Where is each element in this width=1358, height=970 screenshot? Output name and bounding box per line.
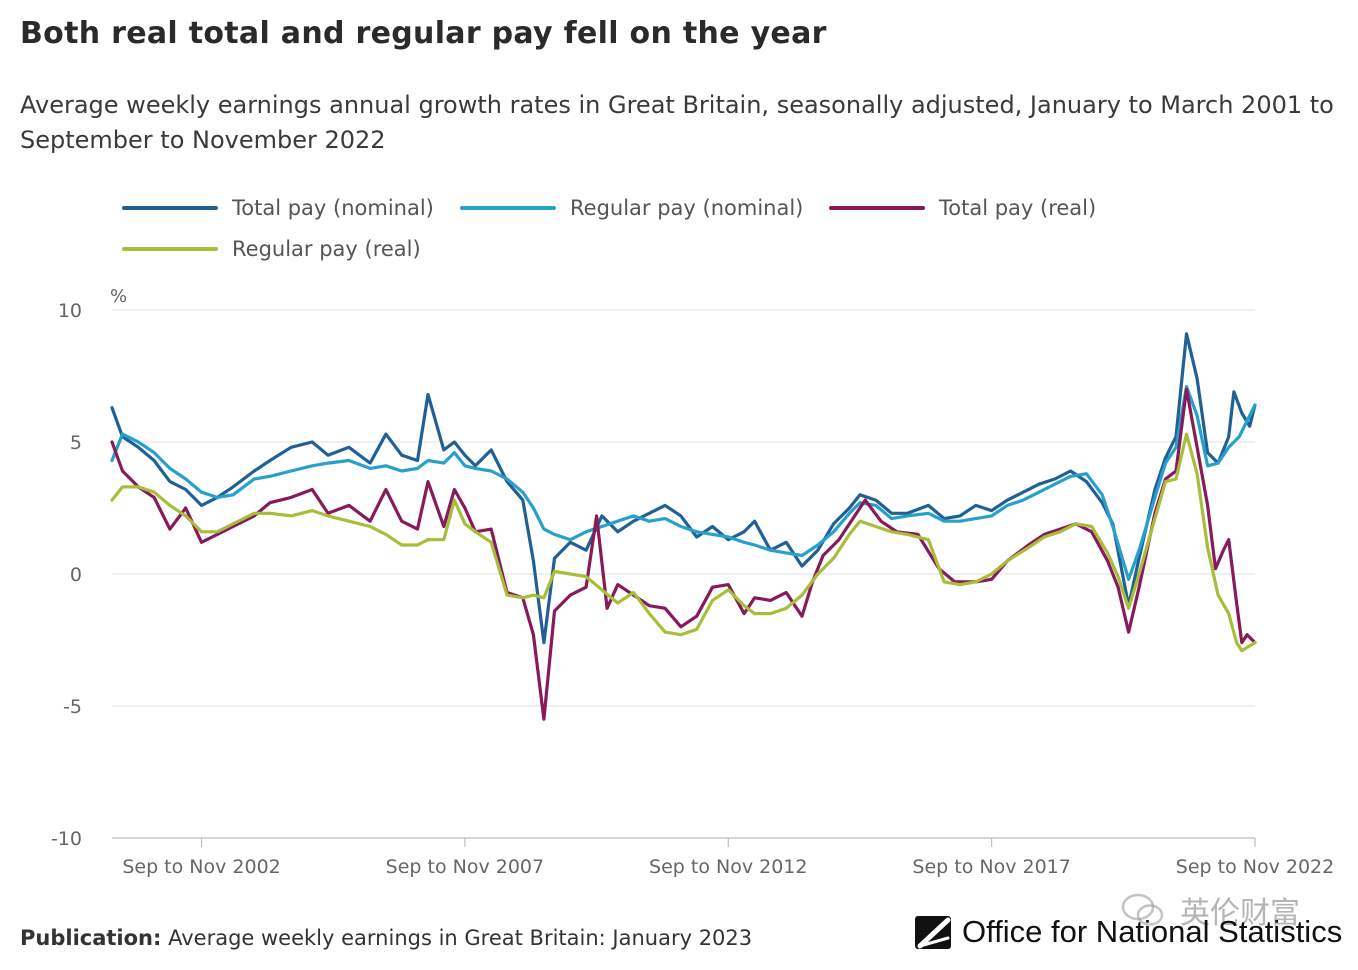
watermark-text: 英伦财富: [1180, 896, 1300, 931]
legend-item-regular-pay-real[interactable]: Regular pay (real): [122, 237, 421, 261]
publication-footer: Publication: Average weekly earnings in …: [20, 926, 752, 950]
x-tick-label: Sep to Nov 2002: [122, 856, 280, 878]
legend-swatch: [122, 206, 218, 210]
chart-title: Both real total and regular pay fell on …: [20, 16, 827, 51]
legend-label: Total pay (real): [939, 196, 1097, 220]
ons-brand-name: Office for National Statistics: [962, 914, 1343, 949]
x-tick-label: Sep to Nov 2012: [649, 856, 807, 878]
y-axis-unit-label: %: [110, 286, 127, 307]
publication-link[interactable]: Average weekly earnings in Great Britain…: [168, 926, 753, 950]
x-tick-label: Sep to Nov 2022: [1176, 856, 1334, 878]
legend-swatch: [122, 247, 218, 251]
ons-brand[interactable]: Office for National Statistics: [914, 912, 1342, 952]
watermark: 英伦财富: [1120, 888, 1300, 932]
legend-item-total-pay-nominal[interactable]: Total pay (nominal): [122, 196, 434, 220]
y-tick-label: -5: [63, 696, 82, 718]
y-tick-label: 5: [70, 432, 82, 454]
line-chart: 10 5 0 -5 -10% Sep to Nov 2002 Sep to Nov 2007…: [51, 286, 1334, 878]
y-tick-label: -10: [51, 828, 82, 850]
legend-item-regular-pay-nominal[interactable]: Regular pay (nominal): [460, 196, 803, 220]
ons-logo-icon: [915, 916, 951, 949]
series-line-total-pay-nominal[interactable]: [110, 332, 1257, 645]
legend-label: Total pay (nominal): [232, 196, 434, 220]
legend-swatch: [460, 206, 556, 210]
chart-subtitle: Average weekly earnings annual growth ra…: [20, 91, 1334, 154]
x-tick-label: Sep to Nov 2017: [912, 856, 1070, 878]
wechat-icon: [1121, 893, 1164, 926]
y-tick-label: 10: [58, 300, 82, 322]
x-tick-label: Sep to Nov 2007: [386, 856, 544, 878]
legend-swatch: [829, 206, 925, 210]
series-line-regular-pay-real[interactable]: [110, 432, 1257, 653]
y-tick-label: 0: [70, 564, 82, 586]
publication-label: Publication:: [20, 926, 162, 950]
legend-label: Regular pay (real): [232, 237, 421, 261]
legend-item-total-pay-real[interactable]: Total pay (real): [829, 196, 1096, 220]
legend-label: Regular pay (nominal): [570, 196, 804, 220]
series-line-total-pay-real[interactable]: [110, 387, 1257, 721]
series-line-regular-pay-nominal[interactable]: [110, 385, 1257, 581]
